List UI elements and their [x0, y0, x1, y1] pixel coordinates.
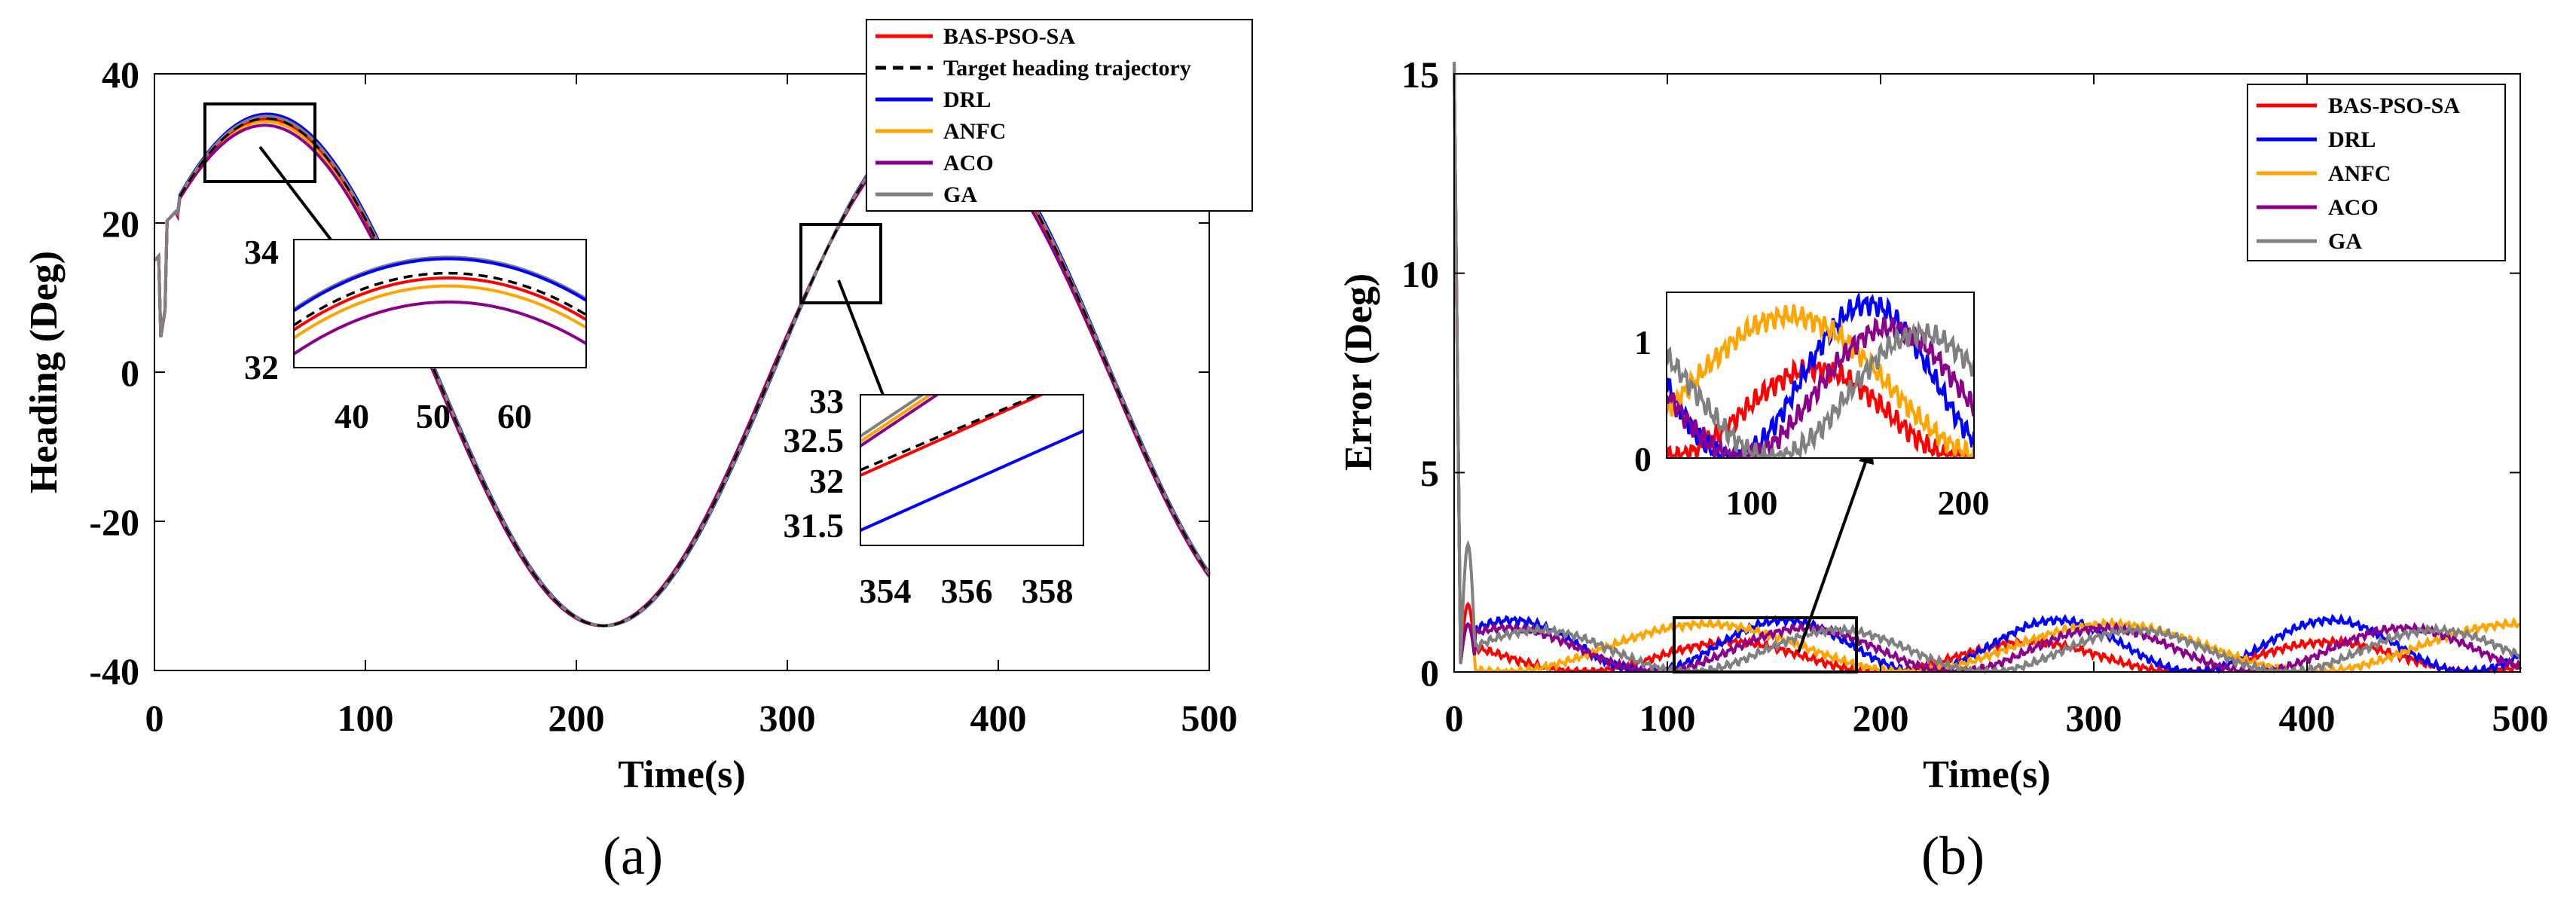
panel-b-xtick: 0 [1445, 697, 1464, 739]
panel-a-ytick: -20 [89, 501, 139, 543]
panel-b-xtick: 500 [2492, 697, 2549, 739]
panel-a-ytick: 20 [102, 203, 139, 245]
panel-b-xlabel: Time(s) [1923, 753, 2050, 796]
inset-line-anfc [294, 284, 586, 340]
panel-b-ytick: 10 [1401, 253, 1439, 295]
panel-b-series [1453, 62, 2522, 675]
inset-1-lines [294, 255, 586, 356]
panel-a-xlabel: Time(s) [618, 753, 745, 796]
panel-b-axes-box [1453, 73, 2521, 673]
panel-a: 0 100 200 300 400 500 -40 -20 0 20 40 Ti… [23, 19, 1253, 886]
legend-label: BAS-PSO-SA [943, 24, 1075, 49]
series-line-drl [1453, 62, 2521, 675]
inset-2-lines [860, 395, 1083, 532]
inset-lines [1667, 292, 1974, 458]
inset-series [860, 395, 1083, 532]
legend-label: DRL [2328, 127, 2376, 152]
legend-label: ACO [943, 151, 994, 176]
panel-b-ytick: 5 [1420, 452, 1439, 494]
inset-line-drl [294, 257, 586, 313]
inset-ytick: 32.5 [784, 421, 845, 460]
panel-b-ylabel: Error (Deg) [1337, 273, 1380, 471]
inset-line-anfc [1667, 304, 1974, 457]
legend-label: GA [2328, 229, 2362, 254]
inset-line-bas-pso-sa [1667, 358, 1974, 458]
panel-a-ytick: 0 [121, 352, 139, 394]
inset-xtick: 50 [416, 397, 451, 435]
inset-line-bas-pso-sa [294, 276, 586, 331]
panel-a-xtick: 500 [1181, 697, 1238, 739]
inset-xtick: 358 [1022, 572, 1074, 610]
legend-label: GA [943, 182, 977, 207]
inset-ytick: 0 [1634, 440, 1652, 478]
inset-line-orange [860, 395, 934, 443]
panel-a-xtick: 0 [145, 697, 164, 739]
legend-label: Target heading trajectory [943, 56, 1191, 81]
panel-a-ytick: 40 [102, 53, 139, 96]
zoom-arrow [1797, 457, 1869, 653]
zoom-box [203, 102, 316, 183]
inset-xtick: 200 [1938, 484, 1990, 522]
legend-label: ACO [2328, 195, 2379, 220]
panel-b-caption: (b) [1921, 826, 1985, 886]
inset-ytick: 32 [809, 462, 844, 500]
panel-a-xtick: 200 [549, 697, 605, 739]
inset-xtick: 354 [860, 572, 912, 610]
panel-a-xtick: 400 [970, 697, 1027, 739]
panel-b-ytick: 15 [1401, 53, 1439, 96]
panel-b-ticks [1453, 73, 2521, 673]
series-line-anfc [1453, 62, 2521, 675]
legend-label: BAS-PSO-SA [2328, 93, 2460, 118]
inset-line-aco [294, 300, 586, 356]
panel-a-ylabel: Heading (Deg) [23, 251, 66, 493]
inset-ytick: 33 [809, 382, 844, 420]
panel-b-legend: BAS-PSO-SA DRL ANFC ACO GA [2247, 84, 2506, 261]
inset-ytick: 1 [1634, 323, 1652, 362]
legend-label: ANFC [2328, 161, 2391, 186]
inset-xtick: 60 [497, 397, 532, 435]
inset-ytick: 32 [244, 348, 279, 386]
panel-b-inset: 100 200 0 1 [1634, 292, 1990, 522]
panel-b: 0 100 200 300 400 500 0 5 10 15 Time(s) … [1337, 53, 2549, 886]
inset-xtick: 356 [941, 572, 993, 610]
zoom-box [799, 223, 882, 304]
series-line-ga [1453, 62, 2522, 673]
panel-a-xtick: 300 [759, 697, 816, 739]
legend-label: ANFC [943, 119, 1006, 144]
inset-line-purple [860, 395, 940, 447]
panel-a-legend: BAS-PSO-SA Target heading trajectory DRL… [866, 19, 1253, 212]
panel-a-xtick: 100 [338, 697, 394, 739]
panel-a-inset-2: 354 356 358 31.5 32 32.5 33 [784, 382, 1084, 610]
inset-xtick: 100 [1726, 484, 1778, 522]
zoom-box [1673, 616, 1858, 673]
panel-b-xtick: 100 [1639, 697, 1696, 739]
panel-b-xtick: 200 [1853, 697, 1909, 739]
inset-xtick: 40 [335, 397, 369, 435]
inset-series [294, 255, 586, 356]
panel-b-xtick: 400 [2279, 697, 2336, 739]
inset-line-red [860, 395, 1045, 477]
panel-a-inset-1: 40 50 60 32 34 [244, 233, 587, 435]
panel-a-caption: (a) [603, 826, 663, 886]
zoom-arrow [837, 279, 891, 411]
inset-line-ga [1667, 320, 1974, 458]
inset-ytick: 31.5 [784, 506, 845, 545]
inset-series [1667, 292, 1974, 458]
panel-a-ytick: -40 [89, 650, 139, 692]
inset-ytick: 34 [244, 233, 279, 271]
inset-line-target [860, 395, 1041, 472]
inset-line-blue [860, 429, 1083, 532]
legend-label: DRL [943, 87, 991, 112]
inset-line-gray [860, 395, 925, 438]
panel-b-ytick: 0 [1420, 652, 1439, 694]
panel-b-xtick: 300 [2066, 697, 2122, 739]
inset-line-target [294, 271, 586, 327]
